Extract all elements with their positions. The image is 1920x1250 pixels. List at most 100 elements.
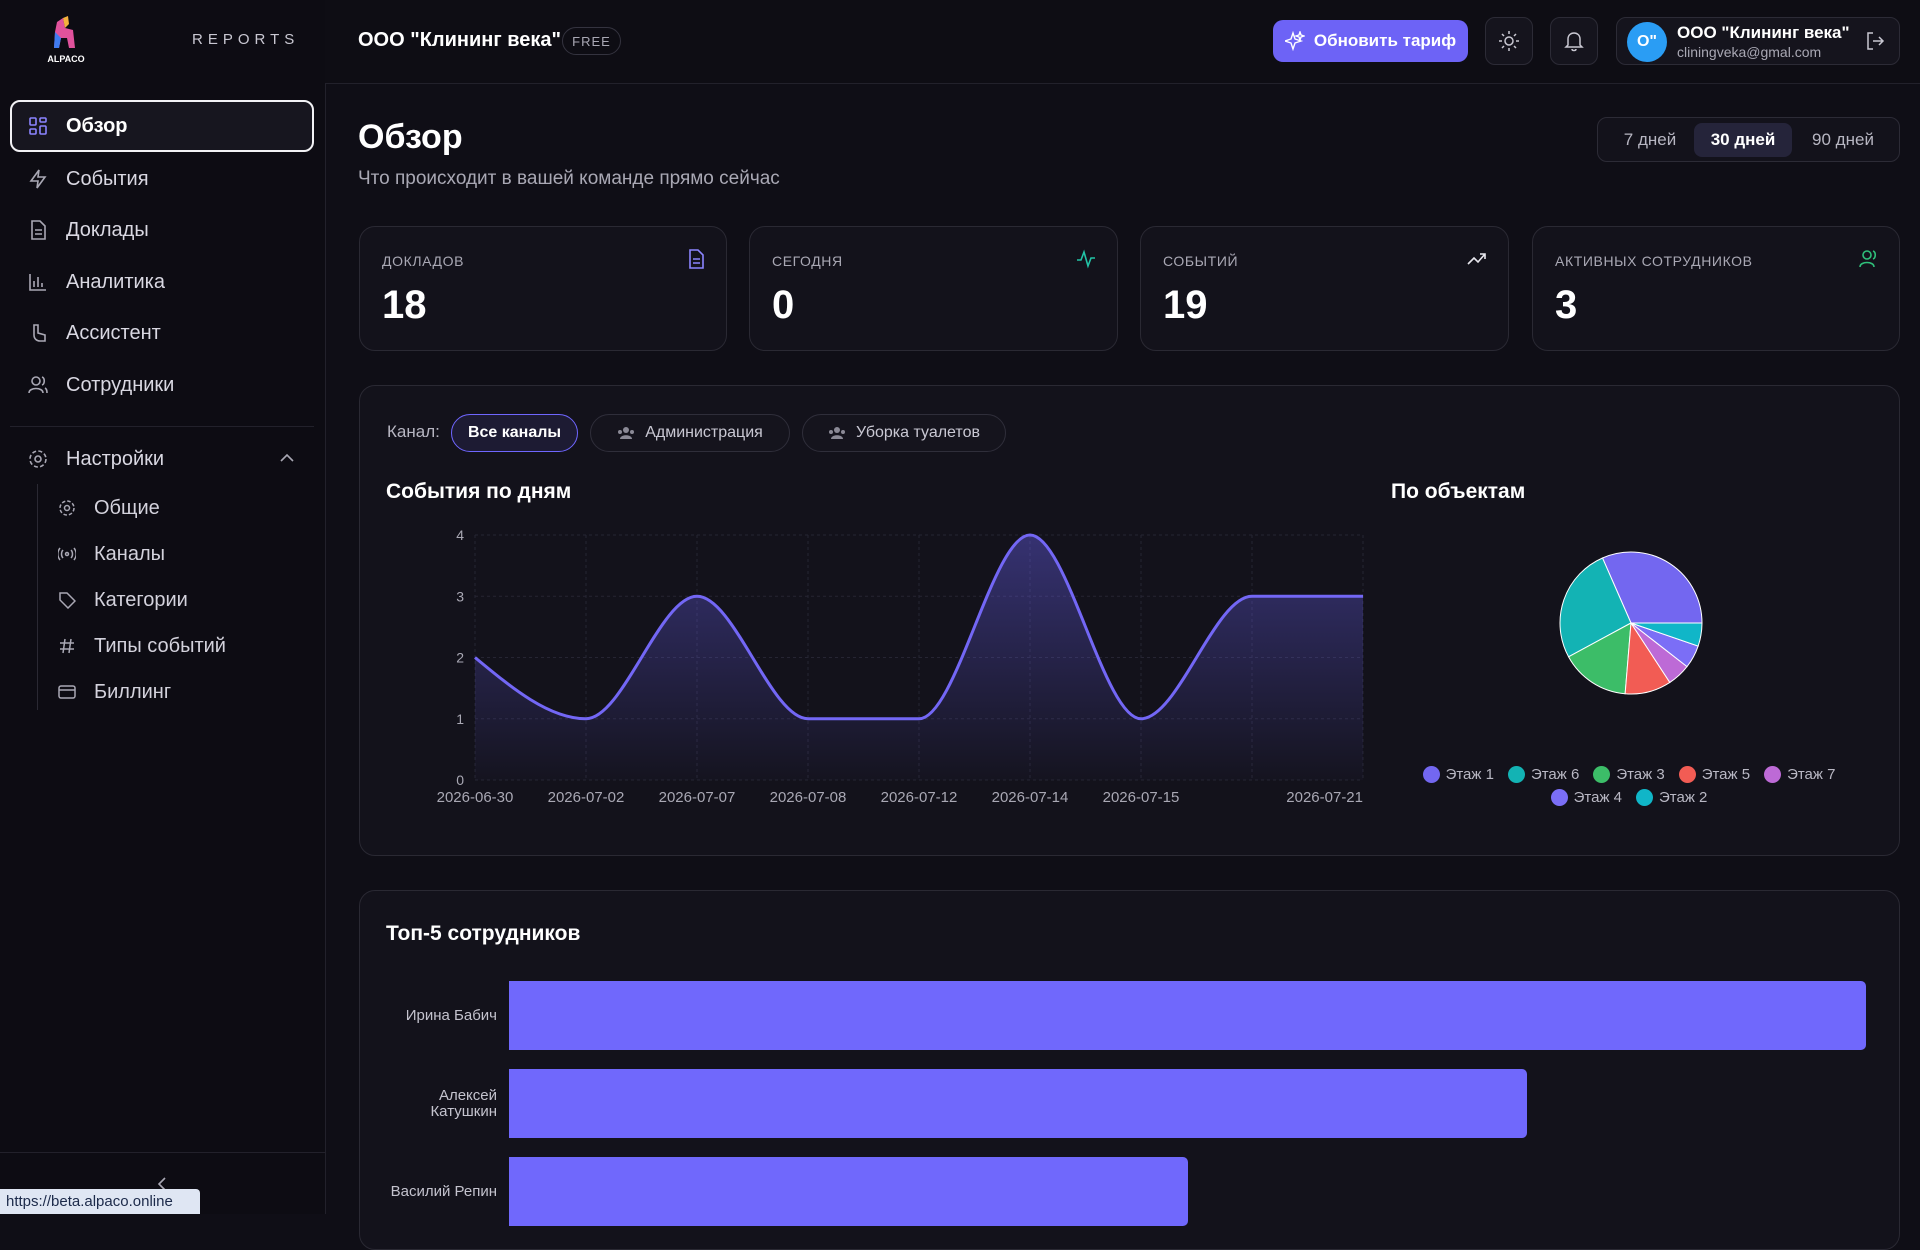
chip-label: Администрация — [645, 424, 763, 441]
nav-label: Аналитика — [66, 270, 165, 293]
avatar: О" — [1627, 22, 1667, 62]
nav-item[interactable]: Сотрудники — [10, 359, 314, 411]
page-title: Обзор — [358, 118, 463, 156]
sub-item[interactable]: Категории — [58, 580, 188, 620]
chevron — [280, 453, 294, 462]
legend-swatch — [1764, 766, 1782, 783]
stat-value: 0 — [772, 283, 795, 327]
chart-title: События по дням — [386, 480, 572, 503]
sidebar: ALPACO REPORTS Обзор События Доклады Ана… — [0, 0, 326, 1214]
legend-label: Этаж 1 — [1445, 766, 1494, 783]
icon — [1284, 31, 1305, 51]
sub-label: Общие — [94, 496, 160, 519]
period-option[interactable]: 7 дней — [1623, 130, 1677, 149]
icon — [29, 450, 47, 468]
legend-item: Этаж 7 — [1764, 766, 1835, 783]
icon — [829, 427, 846, 439]
channel-label: Канал: — [387, 422, 440, 441]
header: ООО "Клининг века" FREE Обновить тариф О… — [325, 0, 1920, 84]
divider — [10, 426, 314, 427]
nav-item[interactable]: События — [10, 153, 314, 205]
nav-label: Доклады — [66, 218, 149, 241]
stat-icon — [1859, 250, 1877, 268]
notifications-button[interactable] — [1550, 17, 1598, 65]
legend-swatch — [1422, 766, 1440, 783]
stat-card: СОБЫТИЙ 19 — [1140, 226, 1509, 351]
stat-label: ДОКЛАДОВ — [382, 253, 465, 269]
icon — [29, 117, 47, 135]
legend-label: Этаж 7 — [1787, 766, 1836, 783]
upgrade-button[interactable]: Обновить тариф — [1273, 20, 1468, 62]
icon — [58, 547, 76, 561]
sub-label: Категории — [94, 588, 188, 611]
chart-title: Топ-5 сотрудников — [386, 922, 581, 945]
icon — [29, 169, 47, 189]
icon — [59, 592, 76, 609]
legend-label: Этаж 2 — [1659, 789, 1708, 806]
legend-item: Этаж 4 — [1550, 789, 1622, 806]
nav-item[interactable]: Доклады — [10, 204, 314, 256]
nav-item[interactable]: Ассистент — [10, 307, 314, 359]
employees-panel — [359, 890, 1900, 1250]
sub-item[interactable]: Общие — [58, 488, 160, 528]
nav-item[interactable]: Аналитика — [10, 256, 314, 308]
stat-card: АКТИВНЫХ СОТРУДНИКОВ 3 — [1532, 226, 1900, 351]
icon — [58, 685, 76, 699]
page-subtitle: Что происходит в вашей команде прямо сей… — [358, 168, 780, 189]
stat-card: СЕГОДНЯ 0 — [749, 226, 1118, 351]
settings-toggle[interactable]: Настройки — [10, 433, 314, 485]
sub-item[interactable]: Биллинг — [58, 672, 171, 712]
logout-icon[interactable] — [1865, 31, 1885, 51]
upgrade-label: Обновить тариф — [1313, 31, 1457, 50]
legend-label: Этаж 3 — [1616, 766, 1665, 783]
theme-button[interactable] — [1485, 17, 1533, 65]
company-name: ООО "Клининг века" — [358, 29, 562, 51]
icon — [60, 638, 74, 654]
plan-badge: FREE — [562, 27, 621, 55]
legend-label: Этаж 6 — [1530, 766, 1580, 783]
logo-text: ALPACO — [47, 54, 84, 64]
period-option[interactable]: 90 дней — [1812, 130, 1874, 149]
period-toggle: 7 дней 30 дней 90 дней — [1597, 117, 1900, 162]
period-option[interactable]: 30 дней — [1694, 123, 1792, 157]
stat-label: АКТИВНЫХ СОТРУДНИКОВ — [1555, 253, 1753, 269]
stat-icon — [1467, 253, 1486, 265]
channel-chip[interactable]: Все каналы — [451, 414, 578, 452]
chip-label: Уборка туалетов — [856, 424, 980, 441]
legend-item: Этаж 1 — [1422, 766, 1494, 783]
logo: ALPACO — [47, 16, 85, 64]
sub-label: Биллинг — [94, 680, 172, 703]
divider — [0, 1152, 325, 1153]
user-name: ООО "Клининг века" — [1677, 23, 1850, 42]
sub-item[interactable]: Типы событий — [58, 626, 226, 666]
channel-chip[interactable]: Уборка туалетов — [802, 414, 1006, 452]
sub-label: Типы событий — [94, 634, 226, 657]
legend-item: Этаж 2 — [1636, 789, 1707, 806]
status-url: https://beta.alpaco.online — [0, 1189, 200, 1214]
sub-item[interactable]: Каналы — [58, 534, 165, 574]
stat-icon — [1077, 249, 1095, 269]
nav-label: Сотрудники — [66, 373, 175, 396]
nav-item[interactable]: Обзор — [10, 100, 314, 152]
chart-title: По объектам — [1391, 480, 1526, 503]
user-menu[interactable]: О" ООО "Клининг века" cliningveka@gmal.c… — [1616, 17, 1900, 65]
icon — [1564, 32, 1584, 52]
tree-line — [37, 484, 38, 710]
nav-label: События — [66, 167, 149, 190]
user-email: cliningveka@gmal.com — [1677, 44, 1822, 60]
channel-chip[interactable]: Администрация — [590, 414, 790, 452]
icon — [618, 427, 635, 439]
stat-icon — [689, 249, 704, 269]
brand: REPORTS — [192, 31, 300, 48]
nav-label: Настройки — [66, 447, 165, 470]
nav-label: Ассистент — [66, 321, 161, 344]
collapse-button[interactable] — [156, 1177, 168, 1191]
stat-label: СЕГОДНЯ — [772, 253, 843, 269]
legend-swatch — [1678, 766, 1696, 783]
stat-value: 18 — [382, 283, 427, 327]
legend: Этаж 1 Этаж 6 Этаж 3 Этаж 5 Этаж 7 Этаж 4 Этаж… — [1399, 766, 1859, 806]
legend-swatch — [1593, 766, 1611, 783]
legend-label: Этаж 4 — [1573, 789, 1622, 806]
